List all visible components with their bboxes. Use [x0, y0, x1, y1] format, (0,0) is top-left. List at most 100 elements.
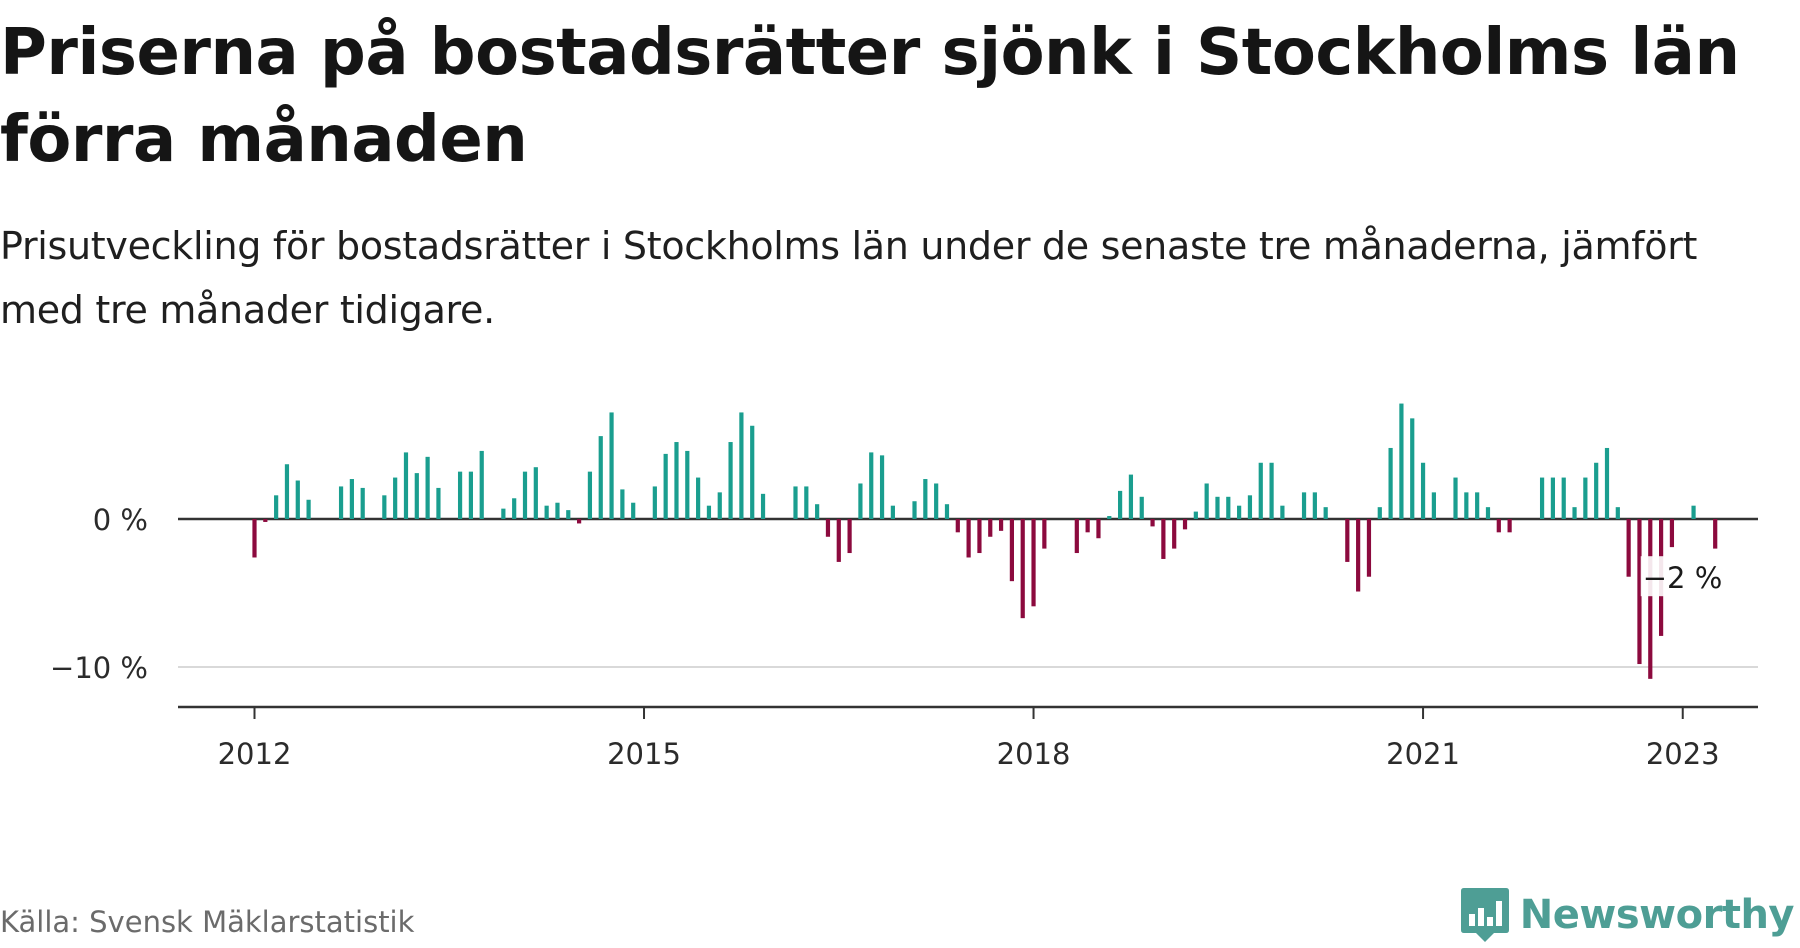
bar: [1258, 462, 1263, 519]
bar: [1713, 519, 1718, 549]
bar: [815, 504, 820, 519]
bar: [414, 473, 419, 519]
bar: [1345, 519, 1350, 562]
bar: [1280, 505, 1285, 519]
bar: [1301, 492, 1307, 519]
bar: [609, 412, 614, 519]
bar: [912, 501, 917, 519]
bar-chart: 0 % −10 % 2012 2015 2018 2021 2023 −2 %: [50, 403, 1758, 771]
bar: [739, 412, 744, 519]
bar: [1031, 519, 1036, 607]
bar: [512, 498, 517, 519]
bar: [403, 452, 409, 519]
bar: [966, 519, 971, 558]
bar: [1669, 519, 1675, 548]
bar: [263, 519, 268, 522]
bar: [760, 493, 766, 519]
bar: [1150, 519, 1155, 527]
bar: [858, 483, 863, 519]
bar: [577, 519, 582, 524]
bar: [555, 502, 560, 519]
x-tick-label: 2012: [218, 737, 292, 771]
x-tick-label: 2023: [1646, 737, 1720, 771]
bar: [1074, 519, 1079, 554]
bar: [1226, 496, 1231, 519]
bar: [1637, 519, 1642, 665]
bar: [685, 450, 690, 519]
bar: [1204, 483, 1209, 519]
bar: [836, 519, 841, 562]
bar: [1550, 477, 1555, 519]
bar: [620, 489, 625, 519]
bar: [998, 519, 1004, 531]
bar: [1594, 462, 1599, 519]
bar: [1561, 477, 1566, 519]
bar: [1312, 492, 1317, 519]
bar: [674, 442, 679, 519]
bar: [1042, 519, 1047, 549]
bar: [890, 505, 895, 519]
bar: [1215, 496, 1220, 519]
x-tick-label: 2018: [997, 737, 1071, 771]
bar: [501, 508, 506, 519]
bar: [468, 471, 473, 519]
bar: [338, 486, 344, 519]
bar: [1431, 492, 1436, 519]
chart-title: Priserna på bostadsrätter sjönk i Stockh…: [0, 16, 1740, 177]
bar: [393, 477, 398, 519]
bar: [923, 479, 928, 519]
bar: [1247, 495, 1253, 519]
x-tick-label: 2015: [607, 737, 681, 771]
bar: [706, 505, 712, 519]
bar: [457, 471, 463, 519]
bar: [1139, 496, 1144, 519]
bar: [804, 486, 809, 519]
bar: [879, 455, 885, 519]
bar: [944, 504, 950, 519]
bar: [663, 453, 668, 519]
bar: [1377, 507, 1382, 519]
chart-subtitle: Prisutveckling för bostadsrätter i Stock…: [0, 224, 1698, 332]
bar: [1475, 492, 1480, 519]
bar: [1626, 519, 1631, 577]
bar: [955, 519, 960, 533]
bar: [1107, 516, 1112, 519]
bar: [1128, 474, 1134, 519]
bar: [696, 477, 701, 519]
bar: [934, 483, 939, 519]
bars: [252, 403, 1718, 679]
newsworthy-logo-icon: [1460, 888, 1509, 942]
bar: [1453, 477, 1458, 519]
bar: [1420, 462, 1426, 519]
bar: [1583, 477, 1588, 519]
bar: [533, 467, 538, 519]
bar: [977, 519, 982, 554]
bar: [306, 499, 311, 519]
annotation: −2 %: [1640, 556, 1722, 597]
bar: [1366, 519, 1372, 577]
bar: [825, 519, 831, 537]
bar: [1388, 447, 1393, 519]
annotation-background: [1640, 556, 1721, 597]
y-axis: 0 % −10 %: [50, 503, 148, 685]
bar: [728, 442, 733, 519]
bar: [479, 450, 484, 519]
bar: [1009, 519, 1014, 582]
bar: [1648, 519, 1653, 679]
bar: [295, 480, 300, 519]
bar: [566, 510, 571, 519]
bar: [1539, 477, 1545, 519]
bar: [1269, 462, 1274, 519]
bar: [1464, 492, 1469, 519]
bar: [284, 464, 290, 519]
bar: [988, 519, 993, 537]
bar: [1485, 507, 1491, 519]
bar: [1496, 519, 1501, 533]
bar: [382, 495, 387, 519]
bar: [750, 425, 755, 519]
bar: [1020, 519, 1025, 619]
bar: [544, 505, 549, 519]
bar: [1118, 490, 1123, 519]
bar: [1410, 418, 1415, 519]
bar: [1193, 511, 1198, 519]
